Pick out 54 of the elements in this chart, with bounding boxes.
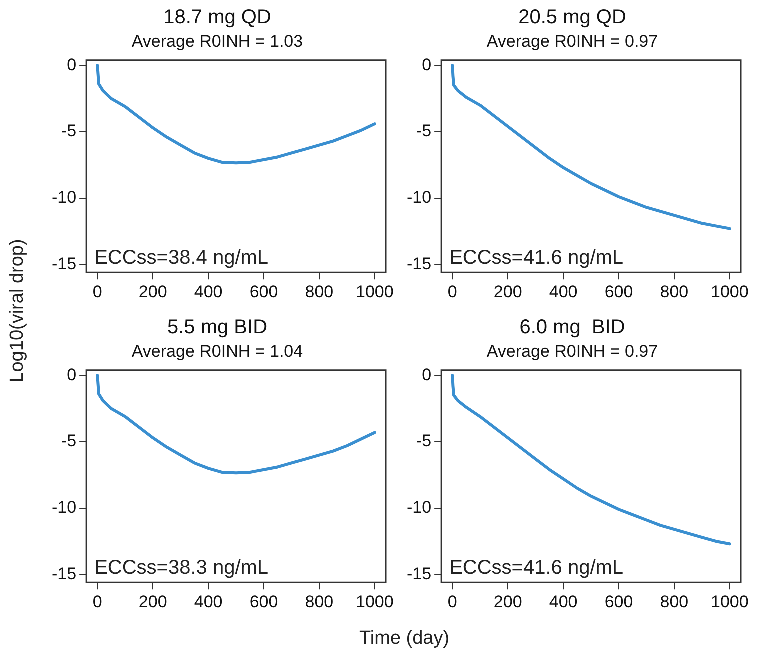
y-tick-label: -15 (406, 254, 432, 274)
y-tick-label: 0 (422, 55, 432, 74)
chart-subtitle: Average R0INH = 1.04 (132, 342, 304, 361)
chart-subtitle: Average R0INH = 0.97 (486, 32, 658, 51)
chart-title: 20.5 mg QD (518, 6, 626, 29)
x-tick-label: 0 (448, 282, 458, 302)
y-tick-label: -10 (52, 498, 77, 518)
x-tick-label: 200 (494, 282, 522, 302)
x-tick-label: 400 (549, 282, 578, 302)
x-tick-label: 800 (305, 592, 334, 612)
x-tick-label: 200 (138, 592, 168, 612)
x-tick-label: 1000 (710, 592, 749, 612)
x-tick-label: 1000 (710, 282, 749, 302)
x-tick-label: 1000 (356, 592, 394, 612)
x-tick-label: 0 (92, 592, 102, 612)
y-tick-label: -15 (52, 564, 77, 584)
y-tick-label: 0 (67, 365, 77, 384)
chart-title: 5.5 mg BID (167, 316, 268, 339)
x-tick-label: 400 (194, 592, 223, 612)
x-tick-label: 200 (494, 592, 522, 612)
y-tick-label: 0 (422, 365, 432, 384)
y-tick-label: -5 (61, 122, 77, 141)
annotation: ECCss=38.4 ng/mL (94, 247, 269, 270)
x-tick-label: 200 (138, 282, 168, 302)
y-tick-label: -15 (406, 564, 432, 584)
x-tick-label: 600 (250, 282, 278, 302)
y-tick-label: -10 (52, 188, 77, 208)
y-tick-label: -10 (406, 188, 432, 208)
y-tick-label: -10 (406, 498, 432, 518)
annotation: ECCss=41.6 ng/mL (450, 557, 624, 580)
y-tick-label: -15 (52, 254, 77, 274)
x-tick-label: 400 (194, 282, 223, 302)
x-tick-label: 0 (92, 282, 102, 302)
x-tick-label: 1000 (356, 282, 394, 302)
y-tick-label: -5 (61, 432, 77, 451)
y-tick-label: -5 (416, 122, 432, 141)
annotation: ECCss=38.3 ng/mL (94, 557, 269, 580)
x-tick-label: 600 (604, 282, 634, 302)
annotation: ECCss=41.6 ng/mL (450, 247, 624, 270)
chart-subtitle: Average R0INH = 0.97 (486, 342, 658, 361)
y-tick-label: -5 (416, 432, 432, 451)
x-tick-label: 400 (549, 592, 578, 612)
chart-title: 6.0 mg BID (520, 316, 626, 339)
chart-title: 18.7 mg QD (164, 6, 272, 29)
x-tick-label: 0 (448, 592, 458, 612)
chart-subtitle: Average R0INH = 1.03 (132, 32, 304, 51)
x-axis-title: Time (day) (358, 628, 451, 650)
x-tick-label: 800 (660, 282, 689, 302)
x-tick-label: 800 (660, 592, 689, 612)
x-tick-label: 600 (250, 592, 278, 612)
y-axis-title: Log10(viral drop) (7, 238, 29, 385)
x-tick-label: 600 (604, 592, 634, 612)
x-tick-label: 800 (305, 282, 334, 302)
y-tick-label: 0 (67, 55, 77, 74)
